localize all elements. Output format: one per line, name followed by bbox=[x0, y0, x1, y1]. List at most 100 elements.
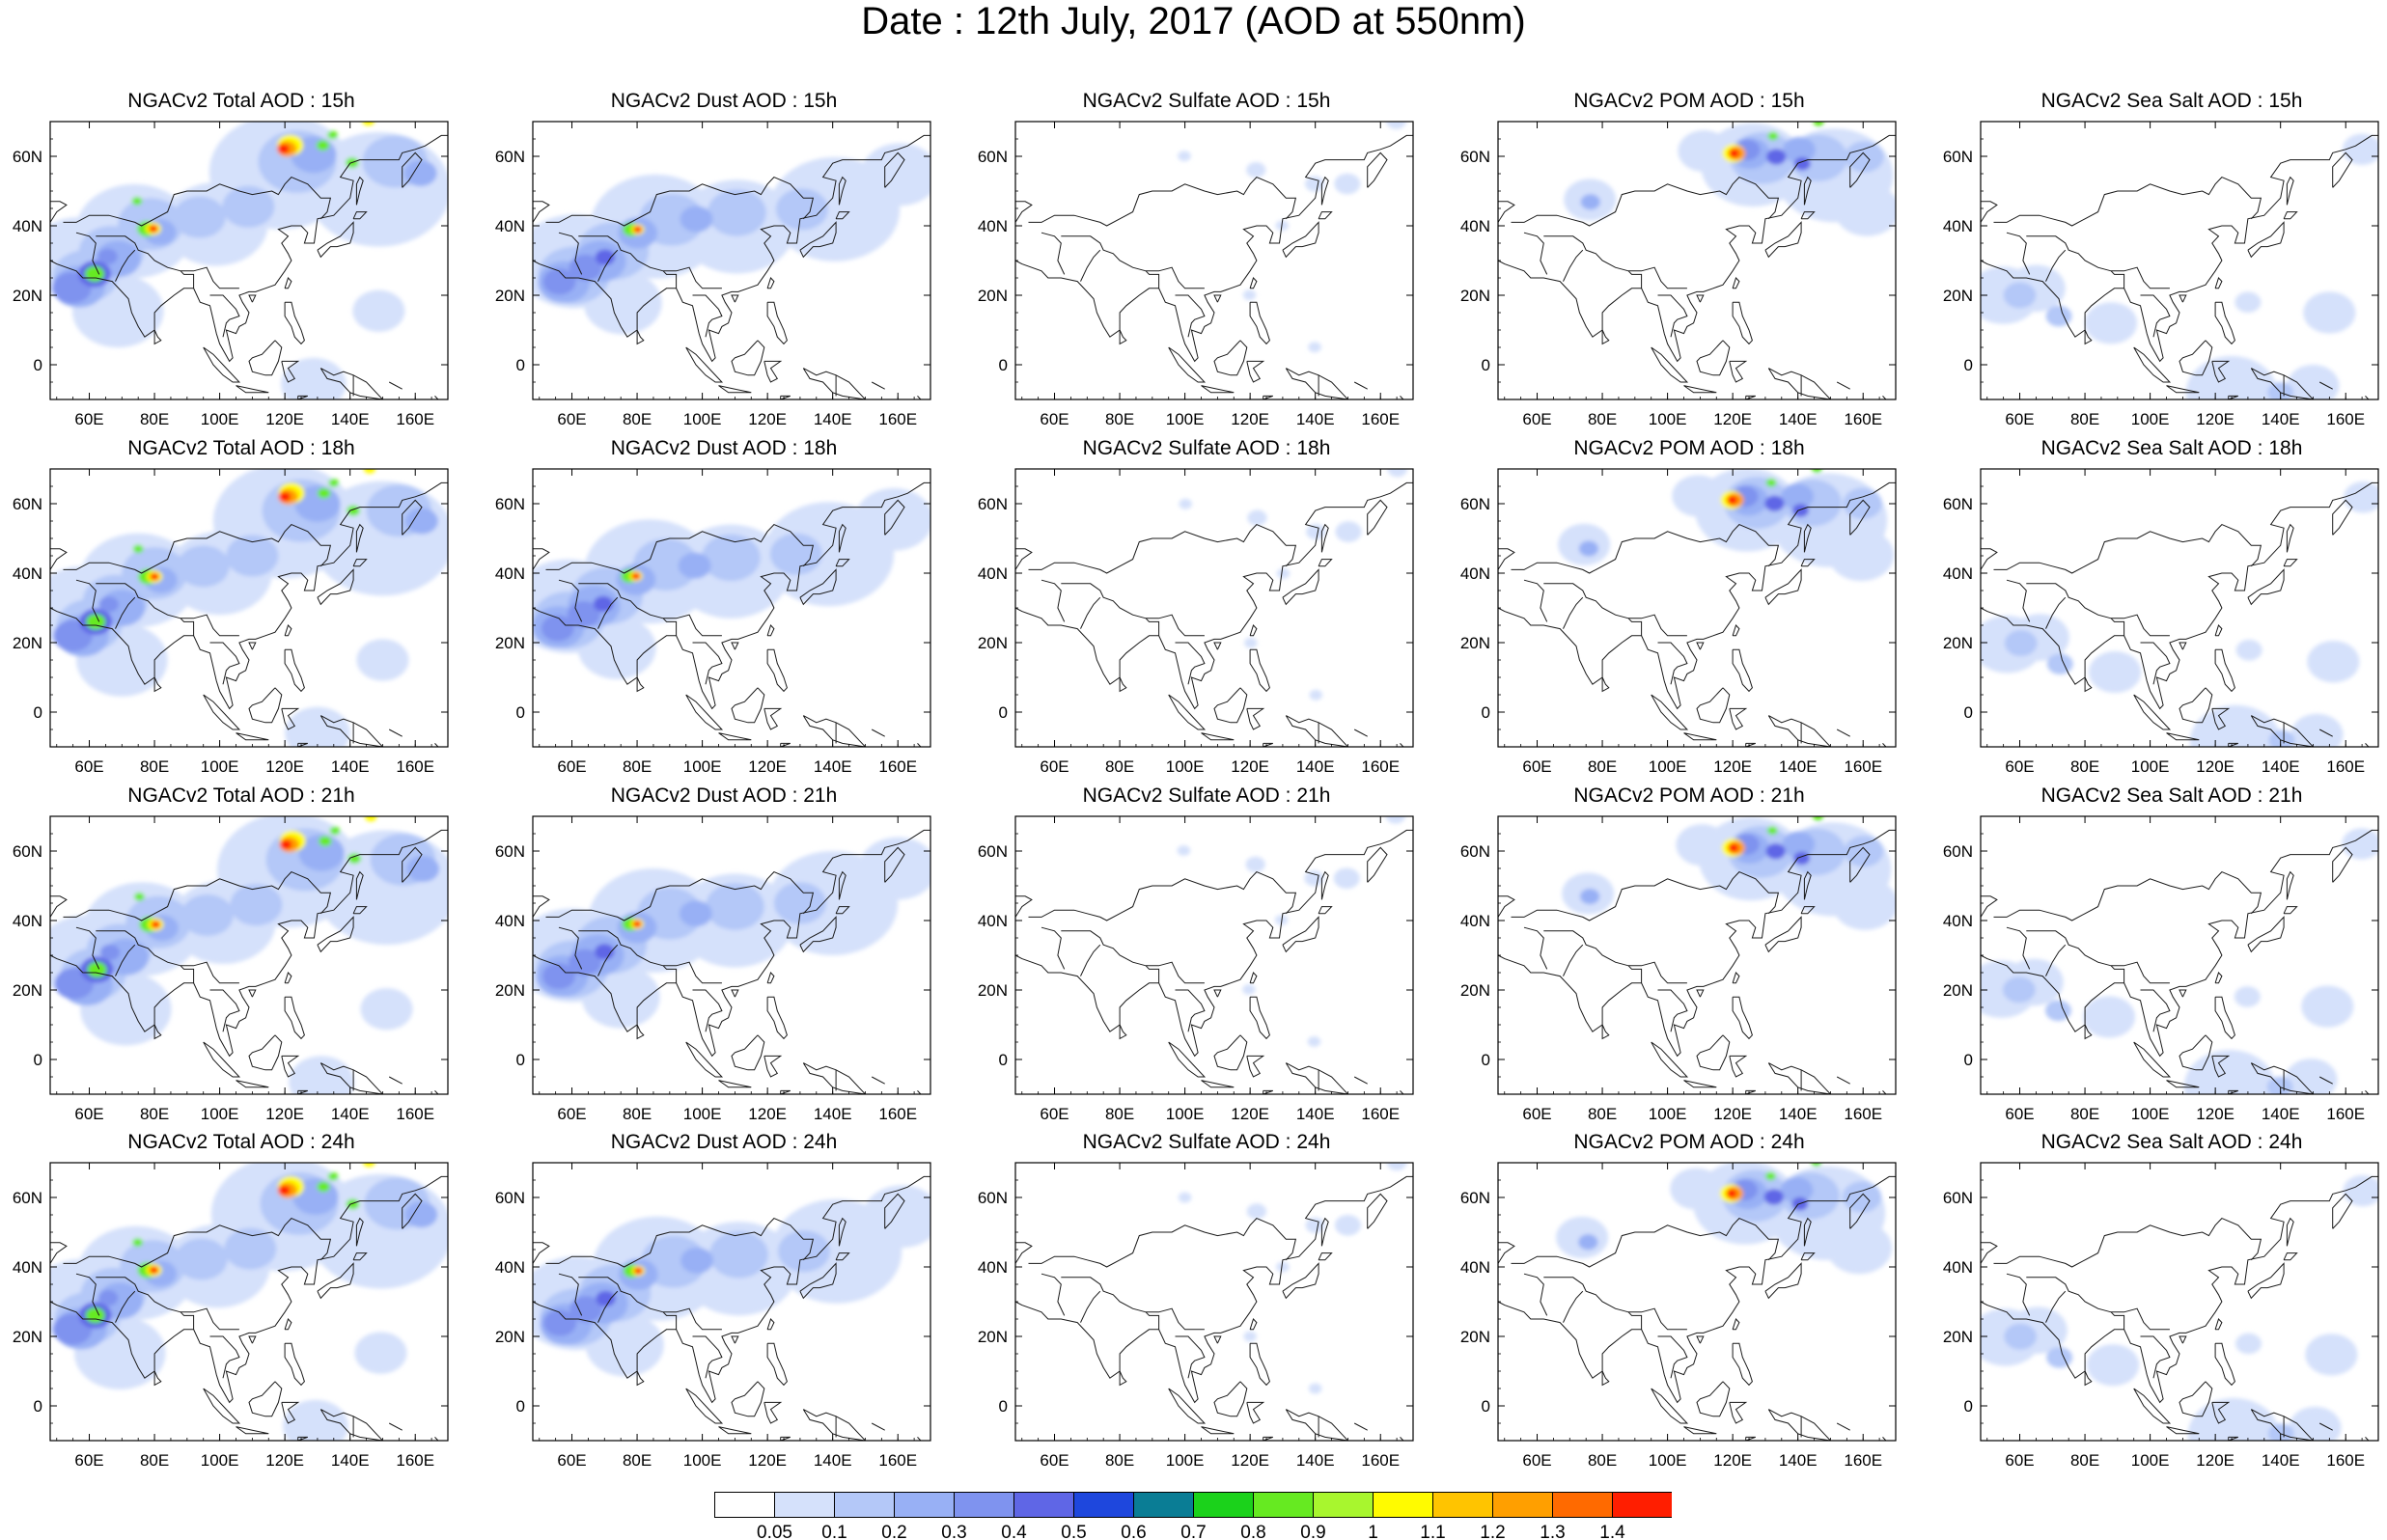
x-tick-label: 140E bbox=[1296, 1105, 1335, 1123]
colorbar-label: 0.05 bbox=[757, 1523, 792, 1540]
y-tick-label: 40N bbox=[495, 217, 525, 235]
coastline bbox=[2332, 846, 2353, 883]
aod-blob bbox=[2087, 1344, 2140, 1387]
coastline bbox=[1657, 642, 1688, 685]
coastline bbox=[662, 965, 678, 983]
coastline bbox=[284, 648, 305, 693]
aod-blob bbox=[1813, 122, 1824, 126]
x-tick-label: 140E bbox=[1779, 1451, 1818, 1470]
colorbar-box bbox=[954, 1492, 1014, 1518]
x-tick-label: 100E bbox=[201, 1451, 239, 1470]
coastline bbox=[731, 642, 739, 650]
coastline bbox=[402, 846, 423, 883]
y-tick-label: 0 bbox=[1964, 1397, 1973, 1416]
y-tick-label: 60N bbox=[978, 495, 1008, 513]
y-tick-label: 20N bbox=[978, 1328, 1008, 1346]
aod-blob bbox=[1387, 469, 1407, 478]
coastline bbox=[355, 523, 364, 553]
map-panel: NGACv2 Total AOD : 21h 60E 80E 100E 120E 140E… bbox=[0, 784, 483, 1132]
coastline bbox=[731, 1034, 765, 1071]
aod-map: 60E 80E 100E 120E 140E 160E 0 20N 40N 60N bbox=[1460, 815, 1897, 1123]
aod-blob bbox=[709, 1231, 768, 1279]
coastline bbox=[2286, 176, 2294, 206]
x-tick-label: 160E bbox=[396, 1105, 434, 1123]
coastline bbox=[1800, 211, 1816, 220]
x-tick-label: 120E bbox=[1713, 1105, 1752, 1123]
aod-blob bbox=[1780, 1176, 1814, 1203]
coastline bbox=[545, 524, 815, 574]
aod-map: 60E 80E 100E 120E 140E 160E 0 20N 40N 60N bbox=[1943, 1162, 2379, 1470]
aod-blob bbox=[2004, 1323, 2038, 1350]
coastline bbox=[402, 499, 423, 536]
panel-title: NGACv2 Sea Salt AOD : 21h bbox=[2040, 784, 2303, 807]
aod-blob bbox=[769, 533, 822, 575]
coastline bbox=[1601, 329, 1610, 345]
y-tick-label: 0 bbox=[1964, 356, 1973, 374]
x-tick-label: 60E bbox=[1522, 757, 1551, 776]
coastline bbox=[2318, 381, 2333, 390]
coastline bbox=[1119, 329, 1127, 345]
coastline bbox=[2179, 1335, 2187, 1344]
coastline bbox=[153, 676, 162, 693]
coastline bbox=[1683, 385, 1717, 394]
coastline bbox=[1745, 742, 1756, 747]
aod-blob bbox=[1726, 1189, 1737, 1198]
x-tick-label: 160E bbox=[2326, 1105, 2365, 1123]
aod-blob bbox=[298, 834, 345, 871]
coastline bbox=[96, 1277, 239, 1331]
coastline bbox=[1563, 1290, 1584, 1323]
panel-title: NGACv2 POM AOD : 21h bbox=[1573, 784, 1805, 807]
coastline bbox=[1318, 906, 1333, 915]
coastline bbox=[1282, 1262, 1319, 1300]
x-tick-label: 160E bbox=[396, 757, 434, 776]
y-tick-label: 0 bbox=[516, 356, 525, 374]
aod-blob bbox=[541, 615, 574, 642]
coastline bbox=[766, 1342, 788, 1387]
coastline bbox=[1696, 1034, 1731, 1071]
aod-blob bbox=[1243, 1331, 1257, 1342]
aod-blob bbox=[224, 1227, 277, 1270]
aod-blob bbox=[362, 122, 375, 126]
aod-blob bbox=[1578, 1234, 1598, 1251]
aod-blob bbox=[595, 944, 615, 960]
map-panel: NGACv2 POM AOD : 15h 60E 80E 100E 120E 140E 16… bbox=[1448, 90, 1930, 437]
x-tick-label: 160E bbox=[1844, 1105, 1882, 1123]
aod-blob bbox=[1247, 509, 1267, 526]
x-tick-label: 160E bbox=[396, 410, 434, 428]
coastline bbox=[533, 481, 930, 710]
y-tick-label: 40N bbox=[1943, 217, 1973, 235]
coastline bbox=[319, 1062, 384, 1094]
coastline bbox=[731, 1381, 765, 1417]
coastline bbox=[1498, 829, 1896, 1058]
aod-blob bbox=[1177, 845, 1191, 856]
x-tick-label: 120E bbox=[1231, 757, 1269, 776]
map-panel: NGACv2 Sea Salt AOD : 15h 60E 80E 100E 120E 1… bbox=[1930, 90, 2387, 437]
coastline bbox=[2140, 1335, 2171, 1379]
coastline bbox=[236, 732, 269, 741]
coastline bbox=[1498, 895, 1515, 918]
x-tick-label: 140E bbox=[1296, 1451, 1335, 1470]
y-tick-label: 20N bbox=[978, 981, 1008, 1000]
coastline bbox=[1285, 715, 1349, 747]
colorbar-label: 0.3 bbox=[941, 1523, 966, 1540]
coastline bbox=[1683, 1080, 1717, 1088]
coastline bbox=[281, 360, 300, 383]
coastline bbox=[355, 176, 364, 206]
coastline bbox=[1249, 624, 1258, 637]
coastlines bbox=[1015, 1175, 1413, 1441]
coastlines bbox=[533, 1175, 930, 1441]
coastline bbox=[1849, 1193, 1871, 1229]
aod-blob bbox=[98, 596, 119, 613]
aod-blob bbox=[1385, 816, 1406, 824]
coastline bbox=[1627, 270, 1643, 289]
coastline bbox=[1263, 742, 1273, 747]
aod-blob bbox=[329, 826, 341, 836]
x-tick-label: 120E bbox=[1713, 1451, 1752, 1470]
aod-blob bbox=[317, 487, 331, 499]
aod-blob bbox=[2187, 1397, 2280, 1441]
aod-blob bbox=[2089, 650, 2142, 694]
x-tick-label: 60E bbox=[1040, 1451, 1069, 1470]
aod-blob bbox=[99, 944, 121, 961]
coastline bbox=[1367, 846, 1388, 883]
coastline bbox=[317, 1262, 354, 1300]
